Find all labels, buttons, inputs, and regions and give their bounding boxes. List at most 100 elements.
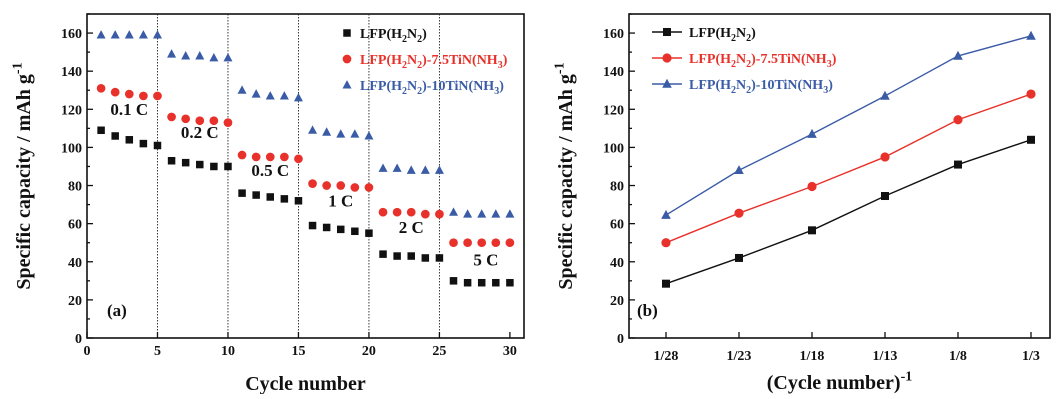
label-fragment: -1 [901,370,913,385]
label-fragment: N [407,79,417,94]
data-point-triangle [392,163,402,172]
data-point-triangle [138,30,148,39]
label-fragment: 3 [494,86,499,97]
legend-marker [662,78,672,88]
label-fragment: -1 [553,62,568,74]
legend-label: LFP(H2​N2​) [689,26,756,44]
data-point-circle [435,209,444,219]
x-tick-label-a: 0 [84,344,91,359]
label-fragment: )-7.5TiN(NH [422,53,498,68]
data-point-square [181,158,190,167]
data-point-triangle [336,129,346,138]
data-point-circle [294,154,303,164]
legend-label: LFP(H2​N2​)-10TiN(NH3​) [689,78,833,96]
label-fragment: (Cycle number) [767,372,901,394]
label-fragment: 3 [823,85,828,96]
label-fragment: LFP(H [689,52,731,67]
data-point-square [125,136,134,144]
data-point-triangle [491,209,501,218]
y-tick-label-a: 160 [61,27,82,42]
data-point-triangle [152,30,162,39]
data-point-circle [449,238,458,248]
label-fragment: N [736,78,746,93]
x-tick-label-a: 20 [362,344,376,359]
rate-label: 0.5 C [251,161,289,180]
legend-marker [342,80,352,89]
label-fragment: 2 [417,34,422,45]
data-point-circle [734,208,744,218]
data-point-circle [953,115,963,125]
data-point-circle [880,152,890,162]
data-point-square [294,197,303,205]
data-point-triangle [953,50,963,60]
legend-marker [663,28,671,36]
y-tick-label-a: 60 [68,218,82,233]
y-tick-label-b: 160 [603,27,624,42]
label-fragment: Cycle number [245,373,366,394]
data-point-square [280,195,289,203]
data-point-triangle [209,52,219,62]
data-point-triangle [434,165,444,174]
y-tick-label-a: 140 [61,65,82,80]
y-tick-label-a: 80 [68,180,82,195]
data-point-triangle [406,165,416,174]
label-fragment: N [736,26,746,41]
label-fragment: N [407,27,417,42]
data-point-circle [477,238,487,248]
data-point-square [407,252,415,260]
data-point-circle [265,152,275,162]
data-point-circle [308,179,317,188]
data-point-circle [406,207,416,217]
data-point-circle [195,116,205,126]
y-tick-label-b: 140 [603,65,624,80]
rate-label: 5 C [473,251,498,270]
x-tick-label-b: 1/18 [800,349,825,364]
series-a [96,83,515,248]
data-point-square [735,253,743,262]
legend-marker [342,54,352,64]
data-point-square [881,192,889,201]
label-fragment: LFP(H [360,79,402,94]
legend-label: LFP(H2​N2​)-7.5TiN(NH3​) [360,53,508,71]
data-point-triangle [279,91,289,100]
data-point-square [252,191,260,199]
data-point-triangle [807,128,817,138]
data-point-circle [322,181,331,190]
legend-a: LFP(H2​N2​)LFP(H2​N2​)-7.5TiN(NH3​)LFP(H… [342,27,508,97]
label-fragment: 2 [731,59,736,70]
data-point-circle [167,112,176,122]
series-line [665,35,1032,216]
data-point-square [435,254,444,262]
data-point-square [167,157,176,165]
x-tick-label-a: 5 [154,344,161,359]
data-point-triangle [96,30,106,39]
data-point-triangle [661,209,671,219]
plot-frame-a [86,13,525,339]
data-point-square [506,278,514,287]
data-point-circle [364,183,374,192]
series-a [96,30,515,218]
data-point-triangle [463,209,473,218]
label-fragment: 2 [402,86,407,97]
data-point-square [351,227,359,236]
series-b [661,30,1036,219]
rate-label: 2 C [399,218,424,237]
data-point-circle [139,91,148,101]
legend-marker [343,29,351,37]
label-fragment: )-10TiN(NH [422,79,494,94]
y-tick-label-a: 20 [68,294,82,309]
data-point-circle [392,207,402,217]
data-point-circle [110,87,120,97]
x-axis-title-a: Cycle number [245,373,366,394]
x-tick-label-b: 1/13 [873,349,898,364]
label-fragment: 2 [746,85,751,96]
data-point-circle [1026,89,1036,99]
label-fragment: 2 [731,33,736,44]
data-point-triangle [449,207,459,216]
series-b [662,135,1035,288]
data-point-triangle [378,163,388,172]
label-fragment: 3 [498,60,503,71]
data-point-circle [280,152,289,162]
data-point-circle [209,116,219,126]
